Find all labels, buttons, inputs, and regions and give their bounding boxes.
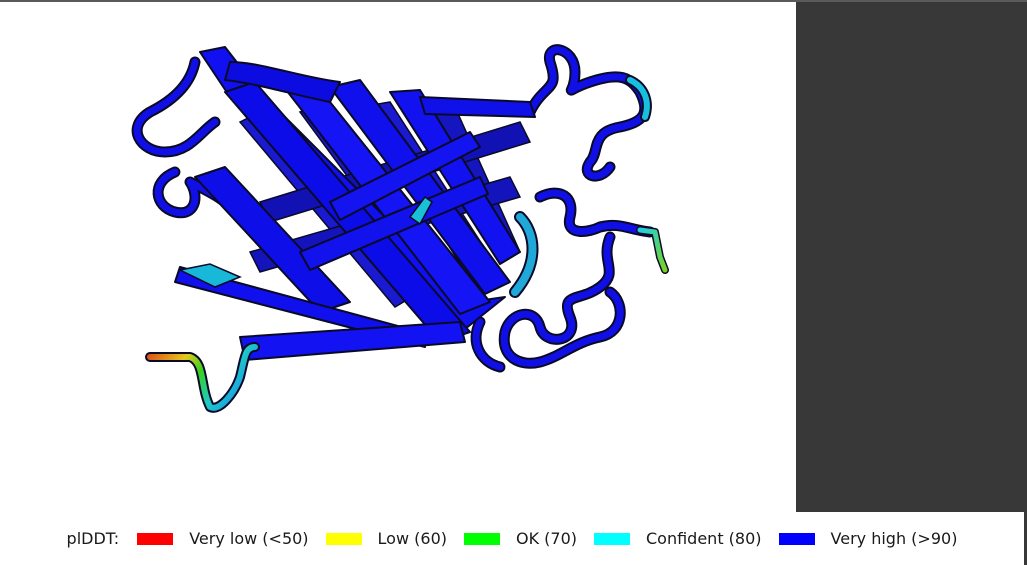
color-swatch [137,532,174,545]
confident-segment [177,263,242,288]
color-swatch [594,532,630,545]
plddt-legend: plDDT: Very low (<50) Low (60) OK (70) C… [0,512,1024,565]
structure-viewer[interactable] [0,2,796,512]
legend-label: Very low (<50) [189,529,309,548]
legend-title: plDDT: [66,529,120,548]
color-swatch [778,532,815,545]
protein-cartoon [131,44,669,413]
legend-item-very-low: Very low (<50) [137,529,309,548]
color-swatch [325,532,362,545]
n-terminal-tail [145,342,260,413]
legend-item-confident: Confident (80) [594,529,762,548]
side-panel-edge [1024,512,1027,565]
front-strands [174,46,536,361]
legend-label: Confident (80) [646,529,762,548]
loops [131,44,669,373]
confident-segment-2 [408,195,433,226]
legend-item-ok: OK (70) [463,529,577,548]
legend-item-low: Low (60) [325,529,447,548]
legend-label: Very high (>90) [830,529,958,548]
window-top-border [0,0,1027,2]
legend-label: Low (60) [377,529,447,548]
color-swatch [463,532,500,545]
legend-item-very-high: Very high (>90) [778,529,958,548]
side-panel [796,2,1027,512]
legend-label: OK (70) [515,529,577,548]
